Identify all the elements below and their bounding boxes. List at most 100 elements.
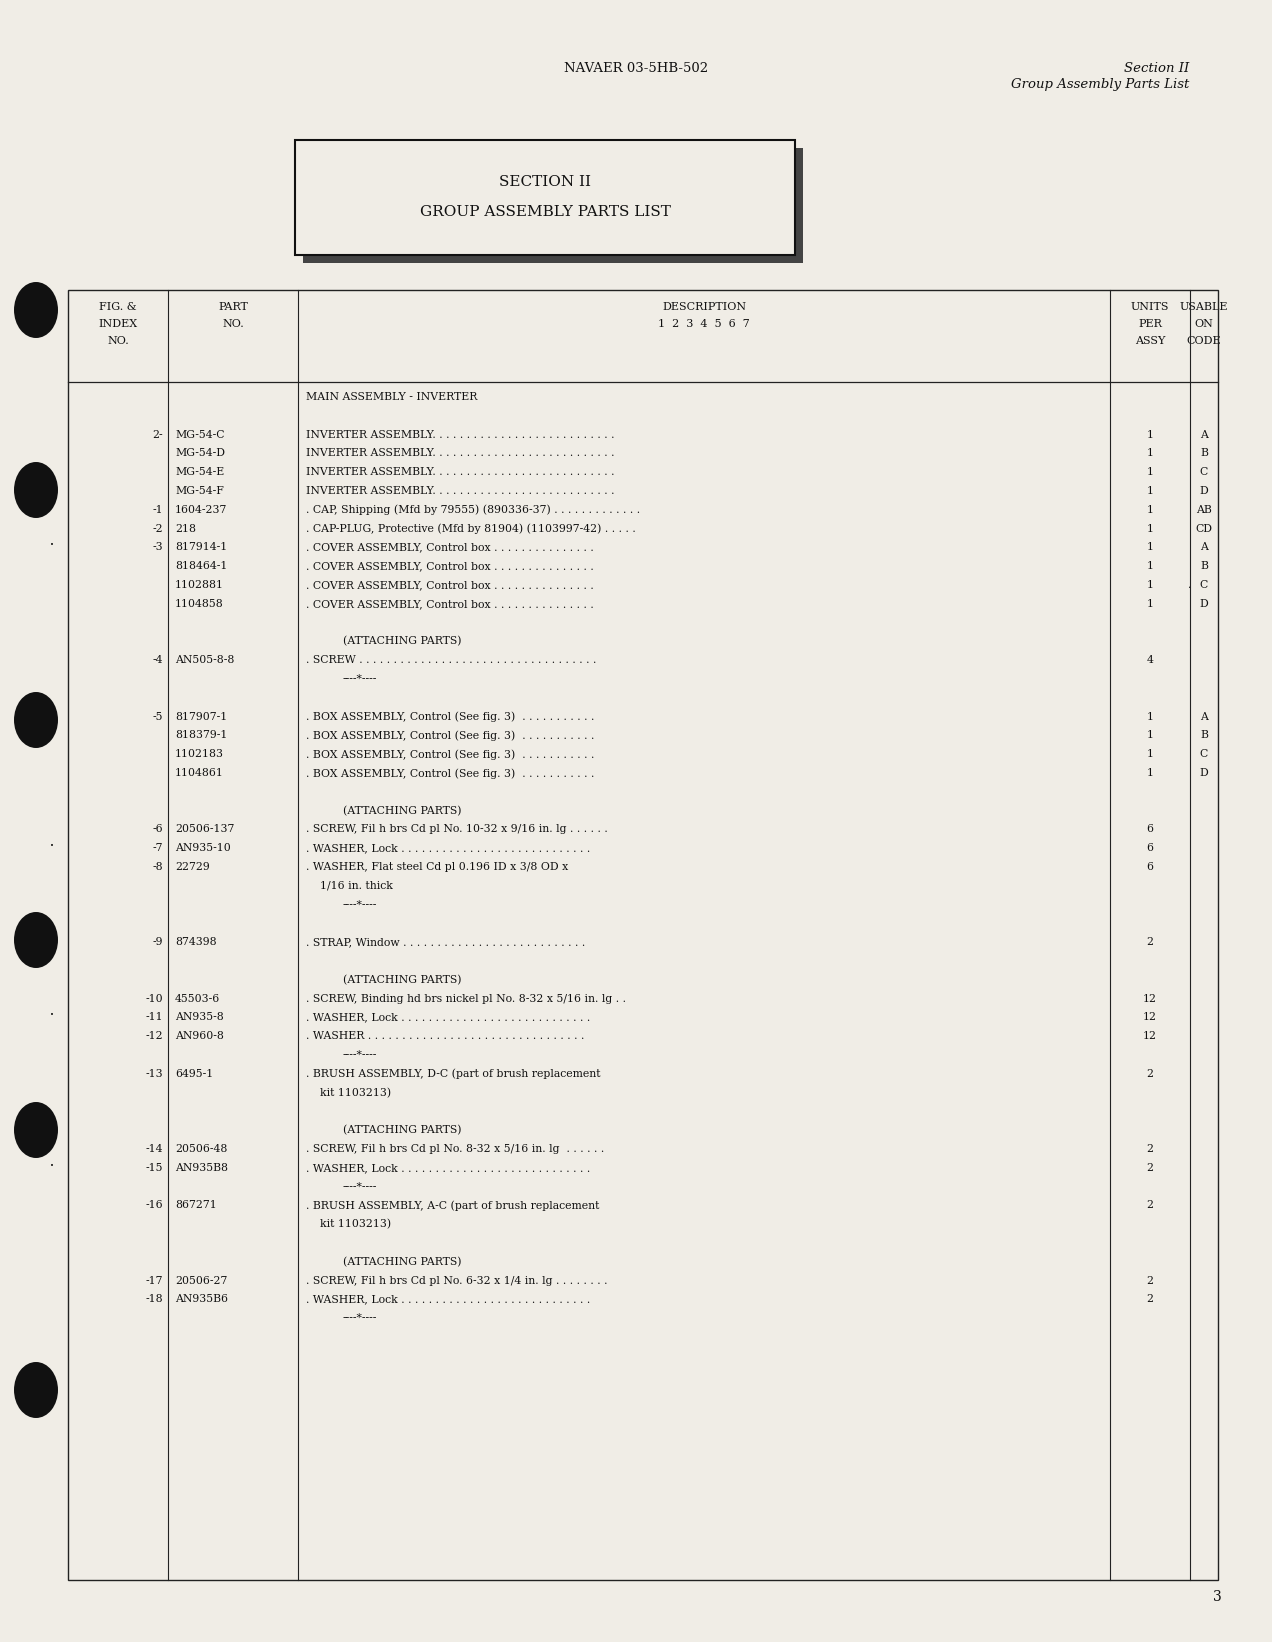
Text: . SCREW . . . . . . . . . . . . . . . . . . . . . . . . . . . . . . . . . . .: . SCREW . . . . . . . . . . . . . . . . … — [307, 655, 597, 665]
Text: Section II: Section II — [1124, 62, 1189, 76]
Text: A: A — [1199, 711, 1208, 721]
Text: -13: -13 — [145, 1069, 163, 1079]
Text: ASSY: ASSY — [1135, 337, 1165, 346]
Text: 1: 1 — [1146, 542, 1154, 552]
Ellipse shape — [14, 282, 59, 338]
Text: 1: 1 — [1146, 448, 1154, 458]
Text: -12: -12 — [145, 1031, 163, 1041]
Text: AN935-8: AN935-8 — [176, 1013, 224, 1023]
Text: 817907-1: 817907-1 — [176, 711, 228, 721]
Text: kit 1103213): kit 1103213) — [307, 1220, 391, 1230]
Text: MG-54-D: MG-54-D — [176, 448, 225, 458]
Text: »: » — [50, 938, 55, 946]
Text: PER: PER — [1138, 319, 1161, 328]
Text: 2-: 2- — [153, 430, 163, 440]
Text: C: C — [1199, 580, 1208, 589]
Text: -11: -11 — [145, 1013, 163, 1023]
Text: 1102183: 1102183 — [176, 749, 224, 759]
Text: DESCRIPTION: DESCRIPTION — [661, 302, 747, 312]
Text: ----*----: ----*---- — [343, 1314, 378, 1323]
Text: -10: -10 — [145, 993, 163, 1003]
Text: FIG. &: FIG. & — [99, 302, 137, 312]
Text: (ATTACHING PARTS): (ATTACHING PARTS) — [343, 975, 462, 985]
Text: -1: -1 — [153, 504, 163, 516]
Text: 2: 2 — [1146, 1069, 1154, 1079]
Text: INDEX: INDEX — [98, 319, 137, 328]
Text: . CAP-PLUG, Protective (Mfd by 81904) (1103997-42) . . . . .: . CAP-PLUG, Protective (Mfd by 81904) (1… — [307, 524, 636, 534]
Text: C: C — [1199, 468, 1208, 478]
Text: PART: PART — [218, 302, 248, 312]
Text: CODE: CODE — [1187, 337, 1221, 346]
Text: •: • — [50, 844, 53, 849]
Text: kit 1103213): kit 1103213) — [307, 1087, 391, 1098]
Text: . BOX ASSEMBLY, Control (See fig. 3)  . . . . . . . . . . .: . BOX ASSEMBLY, Control (See fig. 3) . .… — [307, 711, 594, 722]
Text: -17: -17 — [145, 1276, 163, 1286]
Text: . BOX ASSEMBLY, Control (See fig. 3)  . . . . . . . . . . .: . BOX ASSEMBLY, Control (See fig. 3) . .… — [307, 749, 594, 760]
Text: -14: -14 — [145, 1144, 163, 1154]
Text: -8: -8 — [153, 862, 163, 872]
Text: 20506-27: 20506-27 — [176, 1276, 228, 1286]
Text: MG-54-C: MG-54-C — [176, 430, 224, 440]
Text: MG-54-F: MG-54-F — [176, 486, 224, 496]
Text: . WASHER . . . . . . . . . . . . . . . . . . . . . . . . . . . . . . . .: . WASHER . . . . . . . . . . . . . . . .… — [307, 1031, 584, 1041]
Text: AN935-10: AN935-10 — [176, 844, 230, 854]
Text: -5: -5 — [153, 711, 163, 721]
Text: INVERTER ASSEMBLY. . . . . . . . . . . . . . . . . . . . . . . . . . .: INVERTER ASSEMBLY. . . . . . . . . . . .… — [307, 430, 614, 440]
Text: ON: ON — [1194, 319, 1213, 328]
Text: -4: -4 — [153, 655, 163, 665]
Text: 1: 1 — [1146, 430, 1154, 440]
Text: . BRUSH ASSEMBLY, D-C (part of brush replacement: . BRUSH ASSEMBLY, D-C (part of brush rep… — [307, 1069, 600, 1079]
Text: •: • — [50, 1163, 53, 1169]
Text: 2: 2 — [1146, 938, 1154, 947]
Text: . SCREW, Fil h brs Cd pl No. 10-32 x 9/16 in. lg . . . . . .: . SCREW, Fil h brs Cd pl No. 10-32 x 9/1… — [307, 824, 608, 834]
Text: 2: 2 — [1146, 1200, 1154, 1210]
Text: 218: 218 — [176, 524, 196, 534]
Text: USABLE: USABLE — [1179, 302, 1229, 312]
Text: 2: 2 — [1146, 1276, 1154, 1286]
Text: 1: 1 — [1146, 468, 1154, 478]
Text: 1: 1 — [1146, 562, 1154, 571]
Text: B: B — [1199, 731, 1208, 741]
Text: D: D — [1199, 768, 1208, 778]
Text: CD: CD — [1196, 524, 1212, 534]
Text: ----*----: ----*---- — [343, 900, 378, 910]
Text: . CAP, Shipping (Mfd by 79555) (890336-37) . . . . . . . . . . . . .: . CAP, Shipping (Mfd by 79555) (890336-3… — [307, 504, 640, 516]
Text: 1: 1 — [1146, 599, 1154, 609]
Text: 20506-137: 20506-137 — [176, 824, 234, 834]
Text: INVERTER ASSEMBLY. . . . . . . . . . . . . . . . . . . . . . . . . . .: INVERTER ASSEMBLY. . . . . . . . . . . .… — [307, 486, 614, 496]
Text: . SCREW, Fil h brs Cd pl No. 8-32 x 5/16 in. lg  . . . . . .: . SCREW, Fil h brs Cd pl No. 8-32 x 5/16… — [307, 1144, 604, 1154]
Text: . WASHER, Lock . . . . . . . . . . . . . . . . . . . . . . . . . . . .: . WASHER, Lock . . . . . . . . . . . . .… — [307, 1163, 590, 1172]
Text: AN960-8: AN960-8 — [176, 1031, 224, 1041]
Text: 874398: 874398 — [176, 938, 216, 947]
Text: . COVER ASSEMBLY, Control box . . . . . . . . . . . . . . .: . COVER ASSEMBLY, Control box . . . . . … — [307, 562, 594, 571]
Text: 1/16 in. thick: 1/16 in. thick — [307, 880, 393, 892]
Text: . BRUSH ASSEMBLY, A-C (part of brush replacement: . BRUSH ASSEMBLY, A-C (part of brush rep… — [307, 1200, 599, 1210]
Text: 1: 1 — [1146, 504, 1154, 516]
Text: . COVER ASSEMBLY, Control box . . . . . . . . . . . . . . .: . COVER ASSEMBLY, Control box . . . . . … — [307, 542, 594, 552]
Text: •: • — [50, 1013, 53, 1018]
Text: -3: -3 — [153, 542, 163, 552]
Text: 45503-6: 45503-6 — [176, 993, 220, 1003]
Text: NO.: NO. — [107, 337, 128, 346]
Text: 1: 1 — [1146, 711, 1154, 721]
Text: NAVAER 03-5HB-502: NAVAER 03-5HB-502 — [563, 62, 709, 76]
Text: D: D — [1199, 486, 1208, 496]
Text: . WASHER, Lock . . . . . . . . . . . . . . . . . . . . . . . . . . . .: . WASHER, Lock . . . . . . . . . . . . .… — [307, 1294, 590, 1304]
Text: . STRAP, Window . . . . . . . . . . . . . . . . . . . . . . . . . . .: . STRAP, Window . . . . . . . . . . . . … — [307, 938, 585, 947]
Text: 1: 1 — [1146, 486, 1154, 496]
Ellipse shape — [14, 691, 59, 749]
Text: 6: 6 — [1146, 824, 1154, 834]
Text: 1104861: 1104861 — [176, 768, 224, 778]
Text: . COVER ASSEMBLY, Control box . . . . . . . . . . . . . . .: . COVER ASSEMBLY, Control box . . . . . … — [307, 599, 594, 609]
Text: B: B — [1199, 448, 1208, 458]
Text: -18: -18 — [145, 1294, 163, 1304]
Text: INVERTER ASSEMBLY. . . . . . . . . . . . . . . . . . . . . . . . . . .: INVERTER ASSEMBLY. . . . . . . . . . . .… — [307, 448, 614, 458]
Ellipse shape — [14, 1361, 59, 1419]
Text: 1: 1 — [1146, 731, 1154, 741]
Text: 1604-237: 1604-237 — [176, 504, 228, 516]
Text: A: A — [1199, 430, 1208, 440]
Text: ----*----: ----*---- — [343, 1049, 378, 1061]
Text: . SCREW, Binding hd brs nickel pl No. 8-32 x 5/16 in. lg . .: . SCREW, Binding hd brs nickel pl No. 8-… — [307, 993, 626, 1003]
Text: -15: -15 — [145, 1163, 163, 1172]
Text: 2: 2 — [1146, 1163, 1154, 1172]
